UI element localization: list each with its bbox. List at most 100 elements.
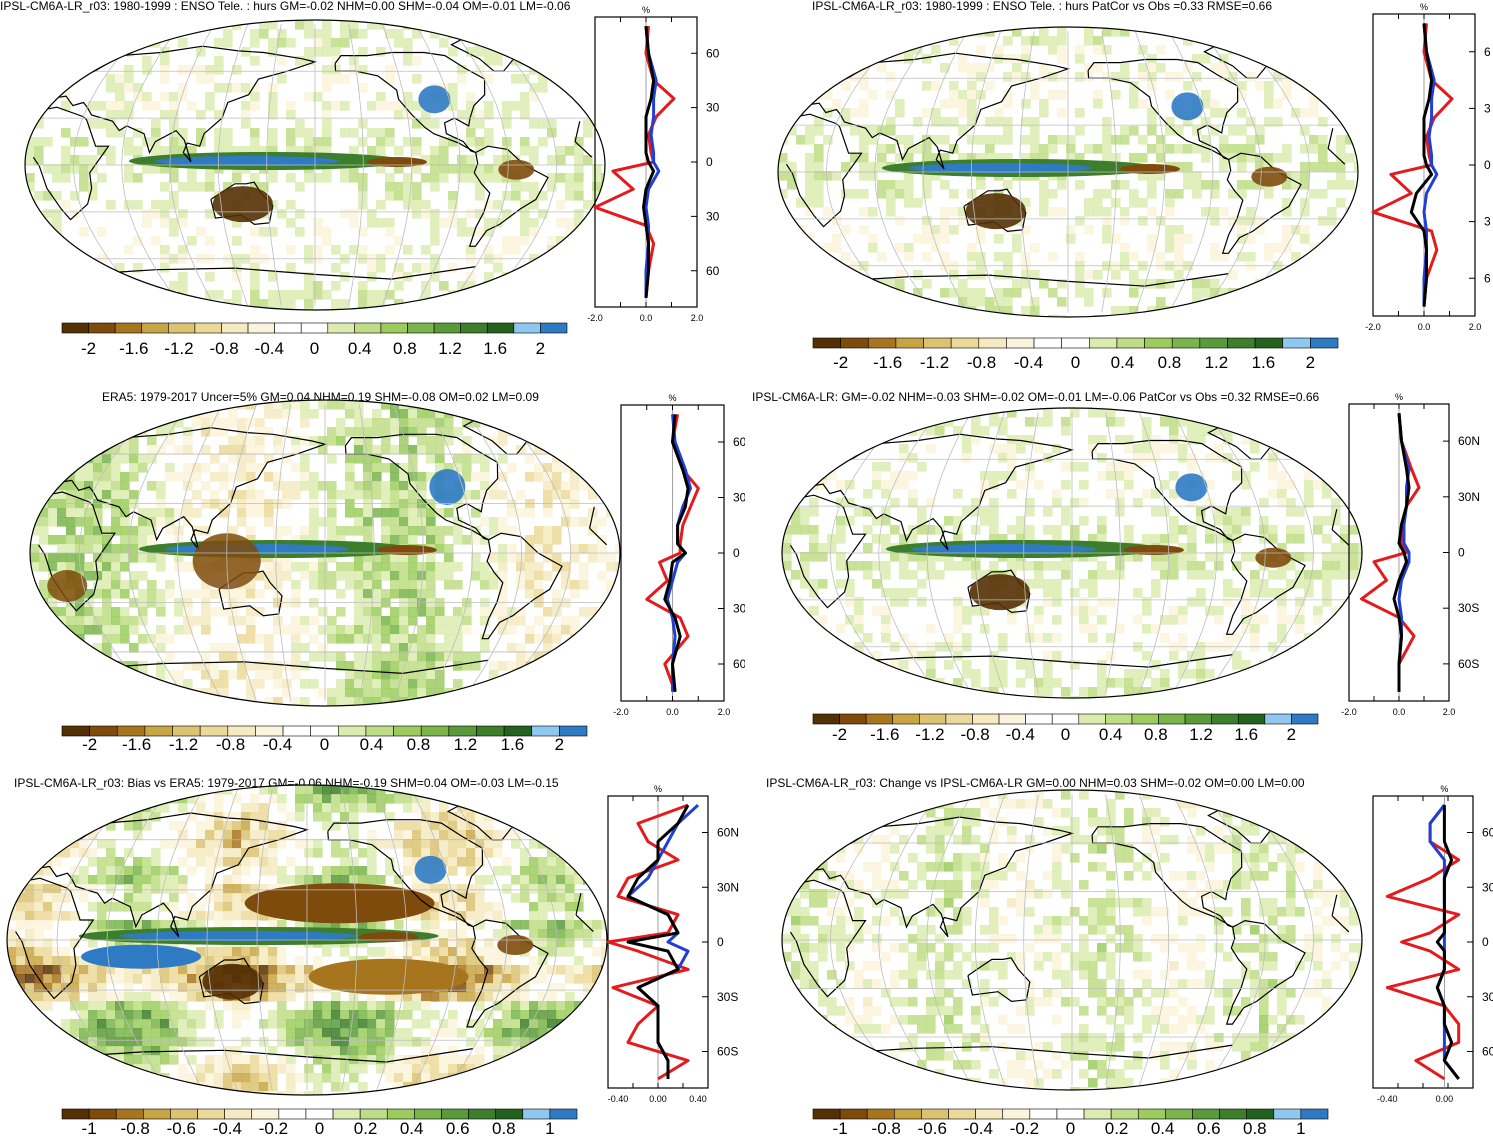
colorbar-label: 0.4 — [400, 1119, 424, 1138]
colorbar-label: 0.4 — [360, 735, 384, 754]
colorbar-label: 0.8 — [1243, 1119, 1267, 1138]
panel-p4: IPSL-CM6A-LR: GM=-0.02 NHM=-0.03 SHM=-0.… — [746, 388, 1493, 768]
colorbar-label: -1.6 — [870, 725, 899, 744]
colorbar-swatch — [1083, 1108, 1112, 1120]
colorbar-swatch — [919, 713, 947, 725]
colorbar-swatch — [1131, 713, 1159, 725]
colorbar-label: -1.6 — [119, 339, 148, 358]
unit-label: % — [1440, 784, 1448, 794]
colorbar-label: 0.2 — [1105, 1119, 1129, 1138]
colorbar-swatch — [197, 1108, 225, 1120]
colorbar-swatch — [1116, 337, 1145, 349]
series-line — [1371, 23, 1454, 307]
colorbar-swatch — [540, 322, 568, 334]
x-tick-label: -0.40 — [608, 1094, 629, 1104]
colorbar-swatch — [300, 322, 329, 334]
colorbar-label: 0 — [1061, 725, 1070, 744]
colorbar-swatch — [274, 322, 302, 334]
colorbar-label: 1 — [545, 1119, 554, 1138]
world-map — [6, 784, 608, 1096]
colorbar-swatch — [386, 1108, 415, 1120]
colorbar-label: 0.8 — [407, 735, 431, 754]
zonal-mean-plot: % 60N 30N 0 30S 60S -0.40 0.00 0.40 — [606, 784, 739, 1104]
colorbar-swatch — [1078, 713, 1106, 725]
colorbar-swatch — [1291, 713, 1319, 725]
colorbar-swatch — [867, 337, 897, 349]
colorbar-swatch — [224, 1108, 253, 1120]
lat-tick-label: 0 — [1458, 546, 1465, 560]
x-tick-label: 0.0 — [640, 313, 653, 323]
colorbar-swatch — [950, 337, 980, 349]
colorbar-swatch — [441, 1108, 469, 1120]
colorbar-swatch — [549, 1108, 578, 1120]
series-line — [1392, 413, 1411, 692]
lat-tick-label: 60N — [733, 435, 745, 449]
unit-label: % — [1395, 392, 1403, 402]
colorbar-label: 0.4 — [1099, 725, 1123, 744]
lat-tick-label: 60N — [706, 46, 720, 60]
colorbar-swatch — [247, 322, 275, 334]
colorbar-label: 1.2 — [1205, 353, 1229, 372]
colorbar-swatch — [1033, 337, 1062, 349]
colorbar-swatch — [1056, 1108, 1085, 1120]
colorbar-swatch — [114, 322, 143, 334]
colorbar-label: 0.6 — [1197, 1119, 1221, 1138]
colorbar-label: -0.8 — [960, 725, 989, 744]
colorbar-swatch — [945, 713, 973, 725]
colorbar-swatch — [865, 713, 894, 725]
colorbar-swatch — [433, 322, 461, 334]
lat-tick-label: 3 — [1484, 101, 1491, 115]
colorbar-label: 0 — [315, 1119, 324, 1138]
colorbar-swatch — [251, 1108, 280, 1120]
colorbar-swatch — [332, 1108, 361, 1120]
colorbar-label: -0.2 — [1010, 1119, 1039, 1138]
colorbar-label: -2 — [832, 725, 847, 744]
colorbar-swatch — [278, 1108, 307, 1120]
colorbar-swatch — [978, 337, 1007, 349]
lat-tick-label: 30S — [733, 602, 745, 616]
colorbar-swatch — [168, 322, 196, 334]
colorbar-label: -0.6 — [167, 1119, 196, 1138]
colorbar-label: -0.4 — [1006, 725, 1035, 744]
colorbar-label: -2 — [82, 735, 97, 754]
panel-p1: IPSL-CM6A-LR_r03: 1980-1999 : ENSO Tele.… — [0, 0, 720, 380]
x-tick-label: -2.0 — [1365, 322, 1381, 332]
series-line — [626, 804, 690, 1079]
colorbar-swatch — [1246, 1108, 1275, 1120]
colorbar-swatch — [359, 1108, 388, 1120]
x-tick-label: 0.0 — [1393, 707, 1406, 717]
colorbar-swatch — [1165, 1108, 1193, 1120]
colorbar-swatch — [998, 713, 1026, 725]
colorbar-swatch — [975, 1108, 1004, 1120]
zonal-mean-plot: % 60N 30N 0 30S 60S -2.0 0.0 2.0 — [587, 5, 720, 323]
colorbar-label: 2 — [1287, 725, 1296, 744]
colorbar-swatch — [143, 1108, 171, 1120]
colorbar-swatch — [327, 322, 355, 334]
zonal-mean-plot: % 60N 30N 0 30S 60S -2.0 0.0 2.0 — [1341, 392, 1480, 717]
x-tick-label: 0.0 — [1418, 322, 1431, 332]
colorbar-swatch — [1264, 713, 1292, 725]
series-line — [593, 25, 676, 299]
colorbar-swatch — [895, 337, 924, 349]
lat-tick-label: 60N — [717, 826, 739, 840]
map-panel: % 60N 30N 0 30S 60S -2.0 0.0 2.0 -2 -1.6 -1.2 -0.8 -0… — [24, 5, 720, 358]
world-map — [24, 19, 606, 311]
series-line — [606, 803, 690, 1081]
colorbar-label: 0.8 — [1144, 725, 1168, 744]
colorbar-swatch — [972, 713, 1000, 725]
panel-p3: ERA5: 1979-2017 Uncer=5% GM=0.04 NHM=0.1… — [0, 388, 745, 768]
colorbar-swatch — [1051, 713, 1080, 725]
colorbar-label: -2 — [81, 339, 96, 358]
colorbar-swatch — [513, 322, 541, 334]
colorbar-label: 0 — [1066, 1119, 1075, 1138]
x-tick-label: 0.0 — [666, 707, 679, 717]
x-tick-label: -0.40 — [1377, 1094, 1398, 1104]
colorbar-label: -0.8 — [216, 735, 245, 754]
panel-title: IPSL-CM6A-LR_r03: Change vs IPSL-CM6A-LR… — [766, 776, 1305, 790]
colorbar: -2 -1.6 -1.2 -0.8 -0.4 0 0.4 0.8 1.2 1.6 2 — [812, 713, 1319, 744]
colorbar-swatch — [1199, 337, 1228, 349]
colorbar-swatch — [894, 1108, 922, 1120]
x-tick-label: 2.0 — [718, 707, 731, 717]
colorbar-label: 0 — [1071, 353, 1080, 372]
lat-tick-label: 60N — [1458, 434, 1480, 448]
